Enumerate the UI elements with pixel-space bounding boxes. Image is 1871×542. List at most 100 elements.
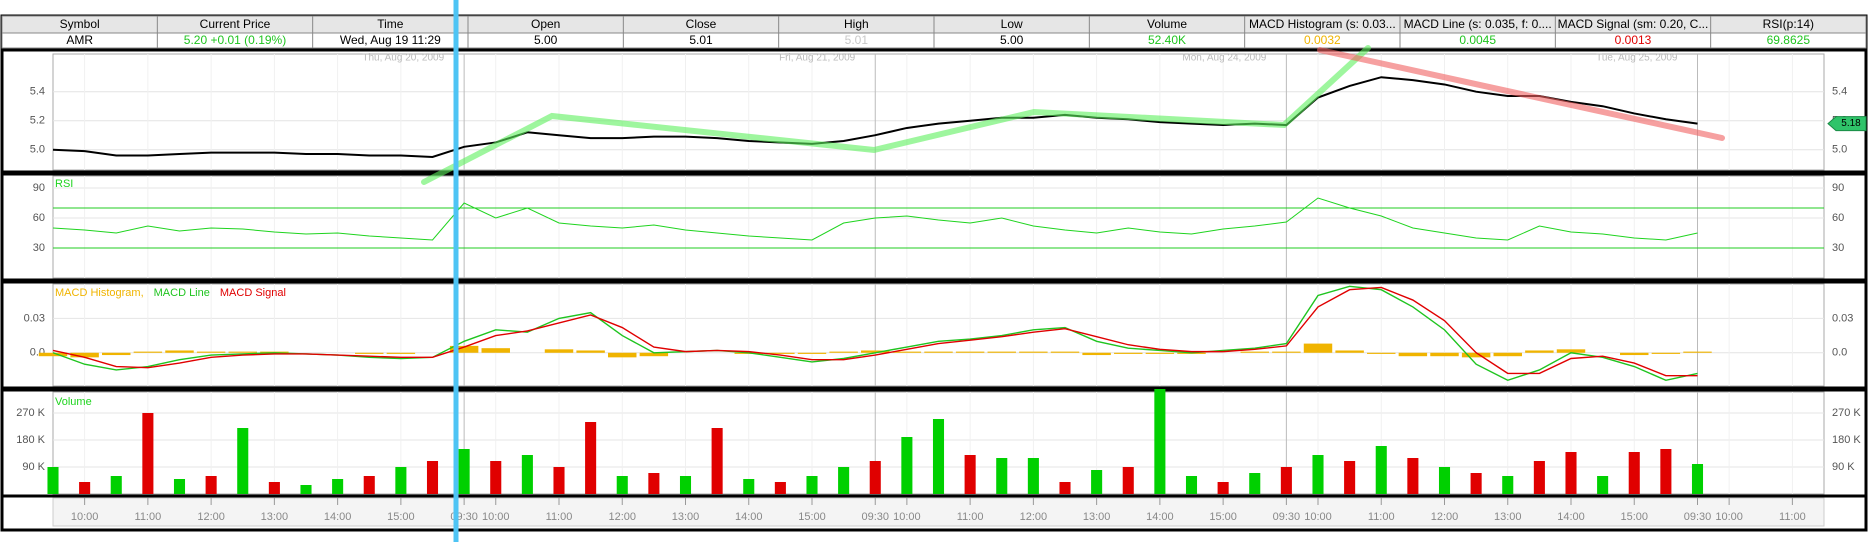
volume-bar (932, 419, 945, 494)
volume-bar (1249, 473, 1261, 494)
y-tick-label-right: 0.0 (1832, 347, 1847, 359)
y-tick-label-right: 30 (1832, 242, 1844, 254)
legend-entry: MACD Line (154, 287, 210, 299)
x-tick-label: 11:00 (546, 511, 573, 523)
x-tick-label: 12:00 (1431, 511, 1459, 523)
macd-histogram-bar (924, 351, 953, 353)
x-tick-label: 10:00 (893, 511, 921, 523)
plot-area (52, 175, 1825, 279)
macd-histogram-bar (1145, 352, 1175, 354)
macd-histogram-bar (1240, 351, 1269, 353)
plot-area (52, 283, 1825, 387)
column-value: 0.0045 (1459, 33, 1496, 47)
volume-bar (1533, 461, 1545, 494)
volume-bar (1438, 467, 1451, 494)
macd-histogram-bar (355, 352, 384, 354)
volume-bar (395, 467, 407, 494)
y-tick-label-right: 270 K (1832, 407, 1861, 419)
macd-histogram-bar (196, 351, 226, 353)
column-value: 5.01 (689, 33, 713, 47)
y-tick-label-right: 5.4 (1832, 86, 1847, 98)
volume-bar (142, 413, 154, 494)
date-label: Fri, Aug 21, 2009 (779, 53, 856, 64)
macd-panel (0, 280, 1868, 390)
legend-entry: MACD Signal (220, 287, 286, 299)
y-tick-label: 5.2 (30, 115, 45, 127)
volume-bar (869, 461, 881, 494)
volume-bar (1312, 455, 1324, 494)
volume-bar (806, 476, 818, 494)
macd-histogram-bar (861, 350, 890, 353)
x-tick-label: 10:00 (482, 511, 510, 523)
x-tick-label: 14:00 (735, 511, 763, 523)
x-tick-label: 11:00 (1779, 511, 1806, 523)
macd-histogram-bar (829, 351, 858, 353)
macd-histogram-bar (639, 352, 669, 357)
volume-bar (1407, 458, 1419, 494)
column-value: Wed, Aug 19 11:29 (340, 33, 441, 47)
macd-histogram-bar (1461, 352, 1491, 358)
volume-bar (1185, 476, 1198, 494)
last-price-label: 5.18 (1841, 118, 1861, 129)
column-header: Low (1001, 17, 1023, 31)
volume-bar (173, 479, 186, 494)
y-tick-label-right: 90 K (1832, 461, 1855, 473)
y-tick-label: 0.0 (30, 347, 45, 359)
x-tick-label: 14:00 (324, 511, 352, 523)
column-header: Symbol (60, 17, 100, 31)
y-tick-label: 180 K (16, 434, 45, 446)
volume-bar (332, 479, 344, 494)
x-tick-label: 09:30 (1273, 511, 1301, 523)
volume-bar (679, 476, 692, 494)
volume-bar (79, 482, 91, 494)
volume-bar (1691, 464, 1704, 494)
x-tick-label: 09:30 (861, 511, 889, 523)
macd-histogram-bar (987, 351, 1016, 353)
x-tick-label: 13:00 (1494, 511, 1522, 523)
y-tick-label-right: 0.03 (1832, 312, 1853, 324)
column-value: 5.01 (845, 33, 869, 47)
volume-bar (585, 422, 597, 494)
column-value: 52.40K (1148, 33, 1186, 47)
macd-histogram-bar (449, 345, 479, 353)
column-header: Current Price (200, 17, 271, 31)
x-tick-label: 10:00 (1715, 511, 1743, 523)
macd-histogram-bar (797, 352, 827, 354)
rsi-line (52, 197, 1698, 241)
macd-histogram-bar (1683, 351, 1712, 353)
macd-histogram-bar (102, 352, 131, 356)
volume-bar (1344, 461, 1356, 494)
price-panel (0, 48, 1868, 174)
volume-bar (996, 458, 1008, 494)
y-tick-label-right: 60 (1832, 212, 1844, 224)
y-tick-label: 60 (33, 212, 45, 224)
column-header: RSI(p:14) (1763, 17, 1814, 31)
volume-bar (1217, 482, 1229, 494)
date-label: Mon, Aug 24, 2009 (1182, 53, 1266, 64)
volume-bar (1059, 482, 1071, 494)
column-value: AMR (66, 33, 93, 47)
macd-histogram-bar (133, 351, 163, 353)
y-tick-label: 90 K (22, 461, 45, 473)
x-tick-label: 10:00 (71, 511, 99, 523)
volume-bar (110, 476, 122, 494)
chart-layer: Symbol AMR Current Price 5.20 +0.01 (0.19%)… (1, 15, 1867, 527)
column-value: 5.00 (534, 33, 558, 47)
column-header: Volume (1147, 17, 1187, 31)
x-tick-label: 15:00 (798, 511, 826, 523)
x-tick-label: 11:00 (135, 511, 162, 523)
volume-panel (0, 388, 1868, 498)
macd-histogram-bar (1082, 352, 1111, 356)
volume-bar (1280, 467, 1292, 494)
volume-bar (1027, 458, 1039, 494)
macd-histogram-bar (892, 351, 922, 353)
column-header: Close (686, 17, 717, 31)
legend-entry: MACD Histogram, (55, 287, 144, 299)
trend-line-up (421, 45, 1371, 185)
volume-bar (1122, 467, 1134, 494)
column-value: 69.8625 (1767, 33, 1811, 47)
volume-bar (648, 473, 660, 494)
volume-bar (300, 485, 312, 494)
plot-area (52, 53, 1825, 171)
